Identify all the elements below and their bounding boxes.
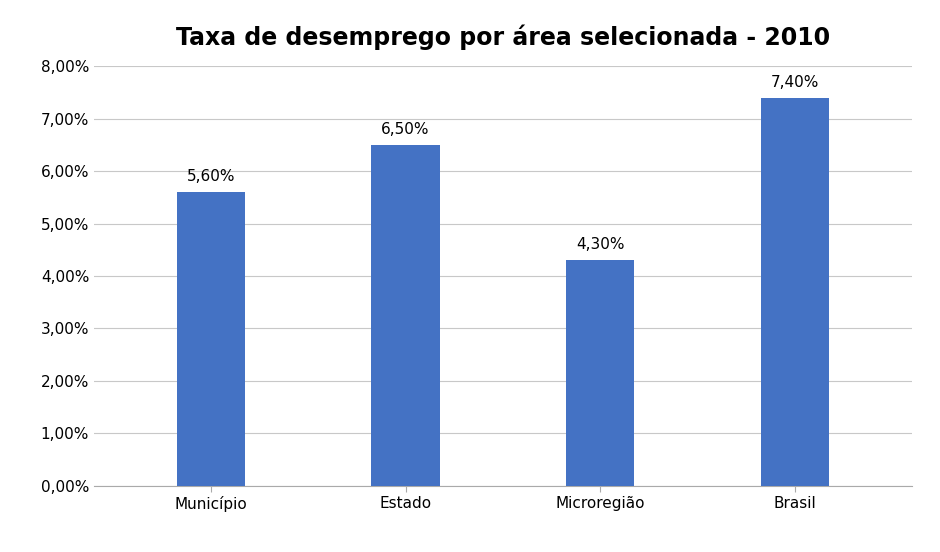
Bar bbox=[371, 145, 440, 486]
Title: Taxa de desemprego por área selecionada - 2010: Taxa de desemprego por área selecionada … bbox=[176, 25, 830, 50]
Bar bbox=[177, 192, 245, 486]
Text: 6,50%: 6,50% bbox=[382, 122, 430, 137]
Text: 5,60%: 5,60% bbox=[186, 169, 235, 184]
Bar bbox=[760, 98, 829, 486]
Text: 4,30%: 4,30% bbox=[576, 237, 624, 252]
Text: 7,40%: 7,40% bbox=[771, 75, 819, 90]
Bar bbox=[566, 261, 634, 486]
